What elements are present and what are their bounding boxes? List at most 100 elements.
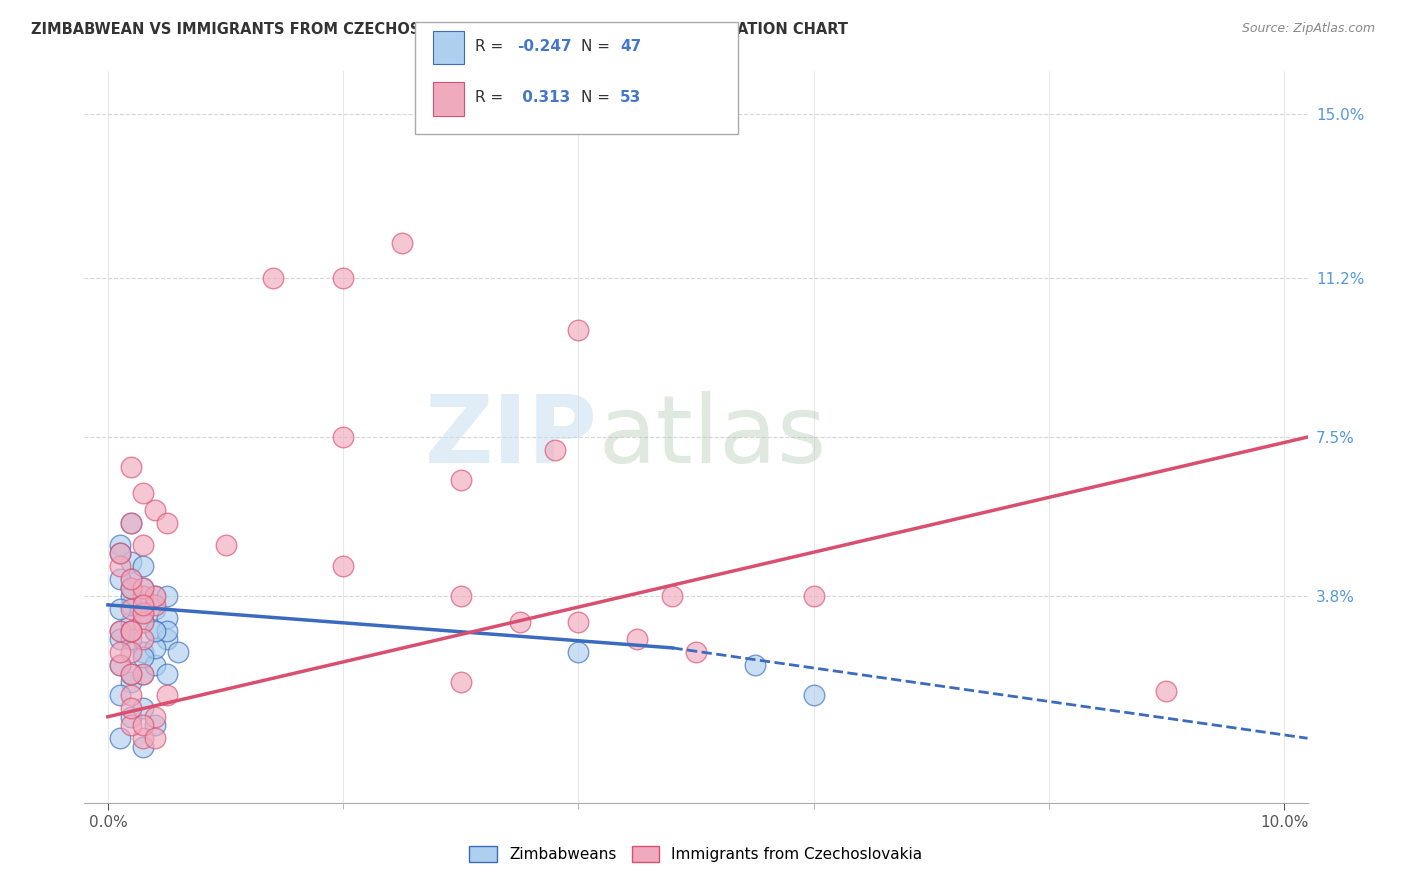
Point: [108, 632, 131, 647]
Point: [332, 559, 354, 574]
Point: [120, 602, 142, 616]
Point: [120, 516, 142, 530]
Text: ZIP: ZIP: [425, 391, 598, 483]
Point: [391, 236, 413, 251]
Point: [132, 645, 155, 659]
Point: [450, 675, 472, 690]
Point: [156, 589, 179, 603]
Text: 47: 47: [620, 39, 641, 54]
Point: [167, 645, 190, 659]
Text: -0.247: -0.247: [517, 39, 572, 54]
Point: [803, 589, 825, 603]
Point: [143, 658, 166, 673]
Point: [132, 731, 155, 746]
Point: [132, 615, 155, 629]
Point: [262, 271, 284, 285]
Point: [803, 688, 825, 702]
Point: [108, 538, 131, 552]
Text: Source: ZipAtlas.com: Source: ZipAtlas.com: [1241, 22, 1375, 36]
Point: [143, 624, 166, 638]
Point: [685, 645, 707, 659]
Legend: Zimbabweans, Immigrants from Czechoslovakia: Zimbabweans, Immigrants from Czechoslova…: [463, 840, 929, 868]
Text: N =: N =: [581, 39, 614, 54]
Point: [626, 632, 648, 647]
Point: [120, 615, 142, 629]
Point: [661, 589, 683, 603]
Point: [120, 688, 142, 702]
Point: [132, 615, 155, 629]
Point: [120, 624, 142, 638]
Text: R =: R =: [475, 39, 509, 54]
Point: [567, 615, 589, 629]
Point: [156, 688, 179, 702]
Point: [132, 607, 155, 621]
Point: [1156, 684, 1178, 698]
Point: [120, 666, 142, 681]
Point: [120, 555, 142, 569]
Point: [120, 666, 142, 681]
Point: [156, 632, 179, 647]
Point: [108, 658, 131, 673]
Point: [143, 710, 166, 724]
Point: [214, 538, 236, 552]
Point: [132, 718, 155, 732]
Point: [156, 516, 179, 530]
Point: [120, 632, 142, 647]
Point: [120, 645, 142, 659]
Point: [132, 701, 155, 715]
Point: [120, 581, 142, 595]
Point: [143, 589, 166, 603]
Point: [108, 546, 131, 560]
Point: [108, 602, 131, 616]
Point: [120, 572, 142, 586]
Point: [450, 589, 472, 603]
Point: [143, 598, 166, 612]
Point: [108, 688, 131, 702]
Point: [108, 731, 131, 746]
Point: [120, 675, 142, 690]
Point: [120, 572, 142, 586]
Point: [567, 645, 589, 659]
Point: [544, 442, 567, 457]
Point: [156, 624, 179, 638]
Point: [132, 607, 155, 621]
Point: [120, 460, 142, 475]
Point: [132, 589, 155, 603]
Point: [332, 271, 354, 285]
Point: [143, 731, 166, 746]
Point: [332, 430, 354, 444]
Point: [156, 666, 179, 681]
Point: [567, 322, 589, 336]
Point: [132, 486, 155, 500]
Point: [143, 640, 166, 655]
Point: [108, 572, 131, 586]
Point: [132, 538, 155, 552]
Point: [108, 624, 131, 638]
Point: [744, 658, 766, 673]
Point: [132, 598, 155, 612]
Point: [143, 503, 166, 517]
Point: [120, 624, 142, 638]
Point: [108, 624, 131, 638]
Point: [108, 658, 131, 673]
Point: [108, 546, 131, 560]
Point: [143, 624, 166, 638]
Point: [143, 718, 166, 732]
Point: [132, 739, 155, 754]
Point: [120, 589, 142, 603]
Point: [143, 589, 166, 603]
Point: [156, 611, 179, 625]
Point: [120, 516, 142, 530]
Text: R =: R =: [475, 90, 509, 105]
Point: [120, 710, 142, 724]
Point: [132, 581, 155, 595]
Text: ZIMBABWEAN VS IMMIGRANTS FROM CZECHOSLOVAKIA DOCTORATE DEGREE CORRELATION CHART: ZIMBABWEAN VS IMMIGRANTS FROM CZECHOSLOV…: [31, 22, 848, 37]
Point: [108, 645, 131, 659]
Text: 0.313: 0.313: [517, 90, 571, 105]
Point: [132, 649, 155, 664]
Point: [132, 666, 155, 681]
Point: [120, 701, 142, 715]
Point: [143, 602, 166, 616]
Point: [132, 666, 155, 681]
Point: [120, 718, 142, 732]
